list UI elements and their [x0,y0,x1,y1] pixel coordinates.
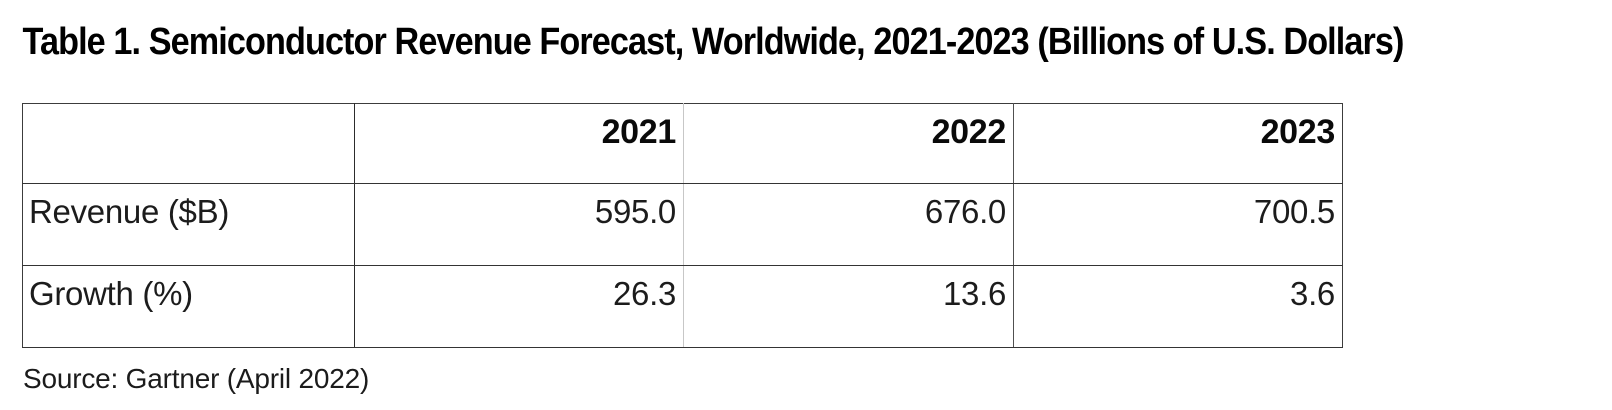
cell-growth-2022: 13.6 [683,265,1014,348]
row-label-growth: Growth (%) [22,265,355,348]
cell-revenue-2021: 595.0 [354,183,684,266]
table-row-growth: Growth (%) 26.3 13.6 3.6 [22,265,1343,348]
page-title: Table 1. Semiconductor Revenue Forecast,… [22,21,1405,63]
cell-revenue-2023: 700.5 [1013,183,1343,266]
source-note: Source: Gartner (April 2022) [23,362,370,394]
row-label-revenue: Revenue ($B) [22,183,355,266]
cell-growth-2023: 3.6 [1013,265,1343,348]
header-cell-2023: 2023 [1013,103,1343,184]
cell-growth-2021: 26.3 [354,265,684,348]
header-cell-2022: 2022 [683,103,1014,184]
header-cell-blank [22,103,355,184]
forecast-table: 2021 2022 2023 Revenue ($B) 595.0 676.0 … [22,102,1343,348]
header-cell-2021: 2021 [354,103,684,184]
cell-revenue-2022: 676.0 [683,183,1014,266]
table-header: 2021 2022 2023 [22,103,1343,184]
header-row: 2021 2022 2023 [22,103,1343,184]
table-body: Revenue ($B) 595.0 676.0 700.5 Growth (%… [22,183,1343,348]
table-row-revenue: Revenue ($B) 595.0 676.0 700.5 [22,183,1343,266]
